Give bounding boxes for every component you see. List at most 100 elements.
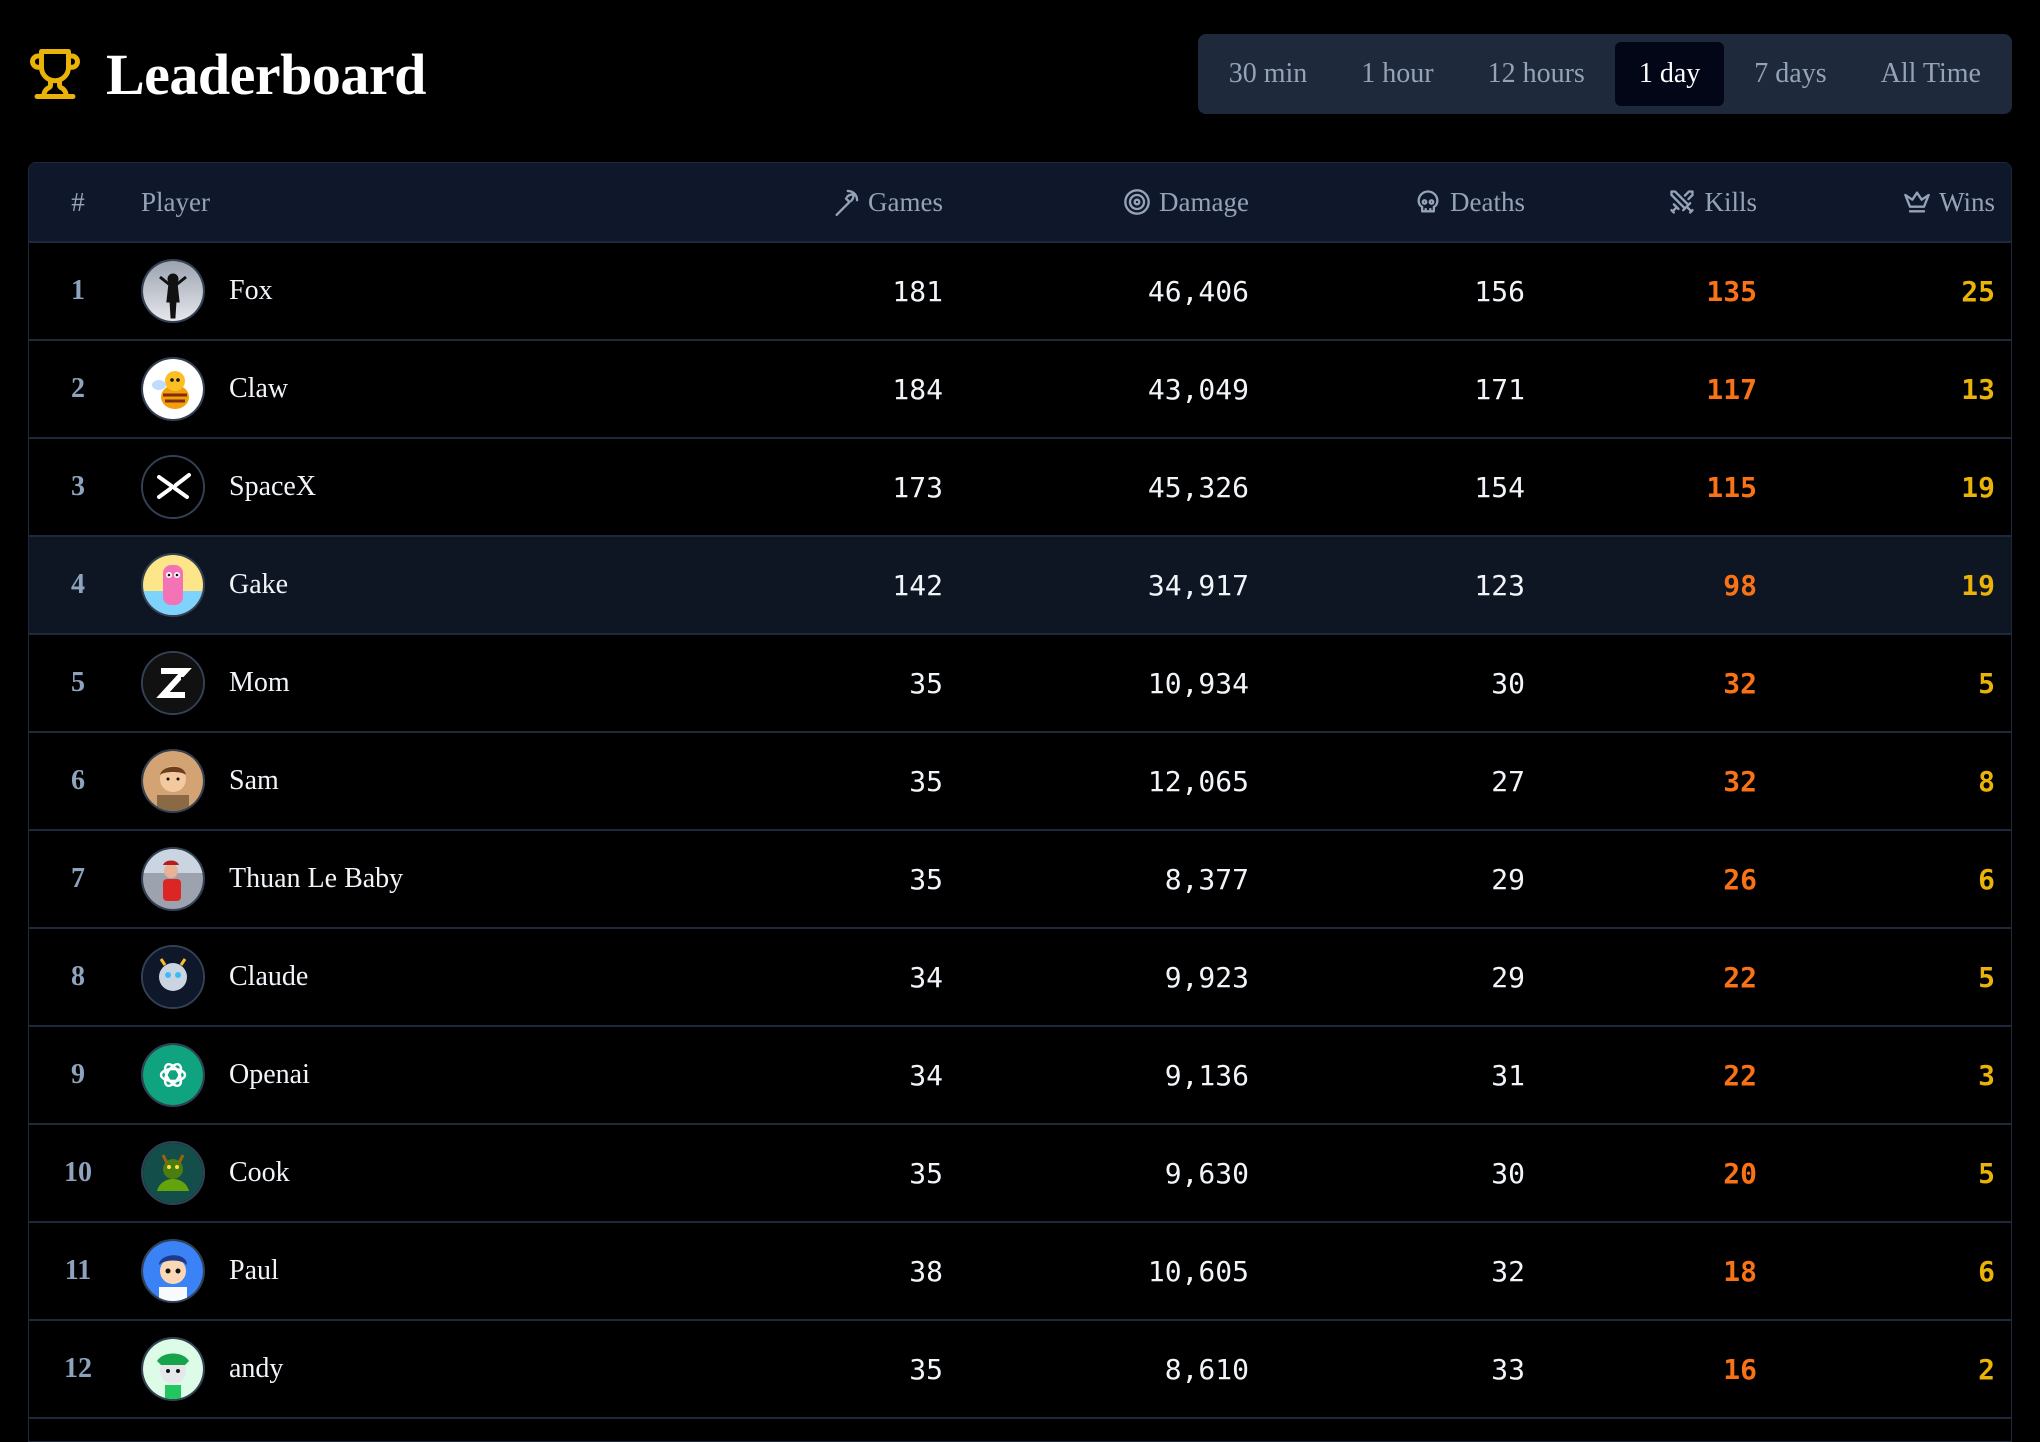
- player-cell[interactable]: Openai: [141, 1027, 701, 1123]
- time-range-tabs: 30 min 1 hour 12 hours 1 day 7 days All Time: [1197, 34, 2012, 114]
- deaths-cell: 123: [1305, 537, 1525, 633]
- table-row[interactable]: 4 Gake 142 34,917 123 98 19: [29, 537, 2011, 635]
- table-row[interactable]: 8 Claude 34 9,923 29 22 5: [29, 929, 2011, 1027]
- damage-cell: 8,377: [989, 831, 1249, 927]
- games-value: 173: [892, 470, 943, 504]
- deaths-value: 154: [1474, 470, 1525, 504]
- deaths-value: 31: [1491, 1058, 1525, 1092]
- wins-value: 2: [1978, 1352, 1995, 1386]
- games-cell: 38: [723, 1223, 943, 1319]
- player-name: andy: [229, 1353, 284, 1384]
- table-row[interactable]: 2 Claw 184 43,049 171 117 13: [29, 341, 2011, 439]
- cartoon-boy-avatar: [141, 1239, 205, 1303]
- deaths-cell: 33: [1305, 1321, 1525, 1417]
- table-row[interactable]: 5 Mom 35 10,934 30 32 5: [29, 635, 2011, 733]
- games-cell: 34: [723, 1027, 943, 1123]
- player-cell[interactable]: Mom: [141, 635, 701, 731]
- rank: 11: [64, 1255, 92, 1286]
- player-cell[interactable]: Gake: [141, 537, 701, 633]
- damage-cell: 9,630: [989, 1125, 1249, 1221]
- player-cell[interactable]: Thuan Le Baby: [141, 831, 701, 927]
- games-cell: 35: [723, 831, 943, 927]
- player-cell[interactable]: Sam: [141, 733, 701, 829]
- player-cell[interactable]: Claw: [141, 341, 701, 437]
- kills-cell: 16: [1557, 1321, 1757, 1417]
- table-row[interactable]: 11 Paul 38 10,605 32 18 6: [29, 1223, 2011, 1321]
- games-cell: 35: [723, 635, 943, 731]
- player-cell[interactable]: SpaceX: [141, 439, 701, 535]
- rank-cell: 12: [29, 1321, 127, 1417]
- rank-cell: 10: [29, 1125, 127, 1221]
- deaths-value: 123: [1474, 568, 1525, 602]
- column-header-wins-label: Wins: [1939, 186, 1995, 217]
- time-range-tab[interactable]: 12 hours: [1487, 58, 1585, 89]
- time-range-tab[interactable]: 30 min: [1228, 58, 1308, 89]
- wins-cell: 6: [1795, 831, 1995, 927]
- kills-cell: 26: [1557, 831, 1757, 927]
- face-avatar: [141, 749, 205, 813]
- table-row[interactable]: 9 Openai 34 9,136 31 22 3: [29, 1027, 2011, 1125]
- player-cell[interactable]: Cook: [141, 1125, 701, 1221]
- kills-cell: 135: [1557, 243, 1757, 339]
- player-name: Openai: [229, 1059, 310, 1090]
- time-range-tab[interactable]: 1 day: [1614, 42, 1725, 106]
- table-row[interactable]: 1 Fox 181 46,406 156 135 25: [29, 243, 2011, 341]
- wins-cell: 19: [1795, 439, 1995, 535]
- column-header-wins[interactable]: Wins: [1795, 163, 1995, 241]
- time-range-tab[interactable]: 7 days: [1754, 58, 1827, 89]
- table-row[interactable]: 10 Cook 35 9,630 30 20 5: [29, 1125, 2011, 1223]
- deaths-cell: 27: [1305, 733, 1525, 829]
- kills-cell: 117: [1557, 341, 1757, 437]
- trophy-icon: [28, 47, 82, 101]
- damage-value: 46,406: [1147, 274, 1249, 308]
- time-range-tab[interactable]: 1 hour: [1361, 58, 1434, 89]
- player-cell[interactable]: Claude: [141, 929, 701, 1025]
- damage-value: 43,049: [1147, 372, 1249, 406]
- deaths-value: 29: [1491, 960, 1525, 994]
- skull-icon: [1417, 190, 1439, 213]
- deaths-cell: 30: [1305, 1125, 1525, 1221]
- rank-cell: 5: [29, 635, 127, 731]
- wins-value: 6: [1978, 862, 1995, 896]
- creature-avatar: [141, 1141, 205, 1205]
- wins-cell: 13: [1795, 341, 1995, 437]
- player-name: Claude: [229, 961, 309, 992]
- column-header-rank[interactable]: #: [71, 186, 85, 217]
- rank: 5: [71, 667, 85, 698]
- table-row[interactable]: 7 Thuan Le Baby 35 8,377 29 26 6: [29, 831, 2011, 929]
- column-header-player[interactable]: Player: [141, 186, 210, 217]
- rank: 10: [64, 1157, 92, 1188]
- player-cell[interactable]: Paul: [141, 1223, 701, 1319]
- games-cell: 184: [723, 341, 943, 437]
- kills-value: 115: [1706, 470, 1757, 504]
- games-value: 35: [909, 1156, 943, 1190]
- wins-value: 3: [1978, 1058, 1995, 1092]
- table-row[interactable]: 3 SpaceX 173 45,326 154 115 19: [29, 439, 2011, 537]
- column-header-deaths[interactable]: Deaths: [1305, 163, 1525, 241]
- player-cell[interactable]: Fox: [141, 243, 701, 339]
- column-header-games-label: Games: [868, 186, 943, 217]
- pink-character-avatar: [141, 553, 205, 617]
- deaths-value: 30: [1491, 666, 1525, 700]
- time-range-tab[interactable]: All Time: [1880, 58, 1981, 89]
- table-row[interactable]: 12 andy 35 8,610 33 16 2: [29, 1321, 2011, 1419]
- deaths-cell: 31: [1305, 1027, 1525, 1123]
- damage-value: 10,605: [1147, 1254, 1249, 1288]
- damage-cell: 34,917: [989, 537, 1249, 633]
- rank-cell: 2: [29, 341, 127, 437]
- player-name: Gake: [229, 569, 289, 600]
- table-row[interactable]: 6 Sam 35 12,065 27 32 8: [29, 733, 2011, 831]
- column-header-kills-label: Kills: [1704, 186, 1757, 217]
- column-header-kills[interactable]: Kills: [1557, 163, 1757, 241]
- openai-logo-avatar: [141, 1043, 205, 1107]
- wins-value: 19: [1961, 568, 1995, 602]
- player-cell[interactable]: andy: [141, 1321, 701, 1417]
- games-value: 181: [892, 274, 943, 308]
- column-header-damage[interactable]: Damage: [989, 163, 1249, 241]
- rank: 3: [71, 471, 85, 502]
- column-header-games[interactable]: Games: [723, 163, 943, 241]
- page-header: Leaderboard 30 min 1 hour 12 hours 1 day 7 d…: [28, 34, 2012, 114]
- rank-cell: 7: [29, 831, 127, 927]
- wins-cell: 8: [1795, 733, 1995, 829]
- rank: 4: [71, 569, 85, 600]
